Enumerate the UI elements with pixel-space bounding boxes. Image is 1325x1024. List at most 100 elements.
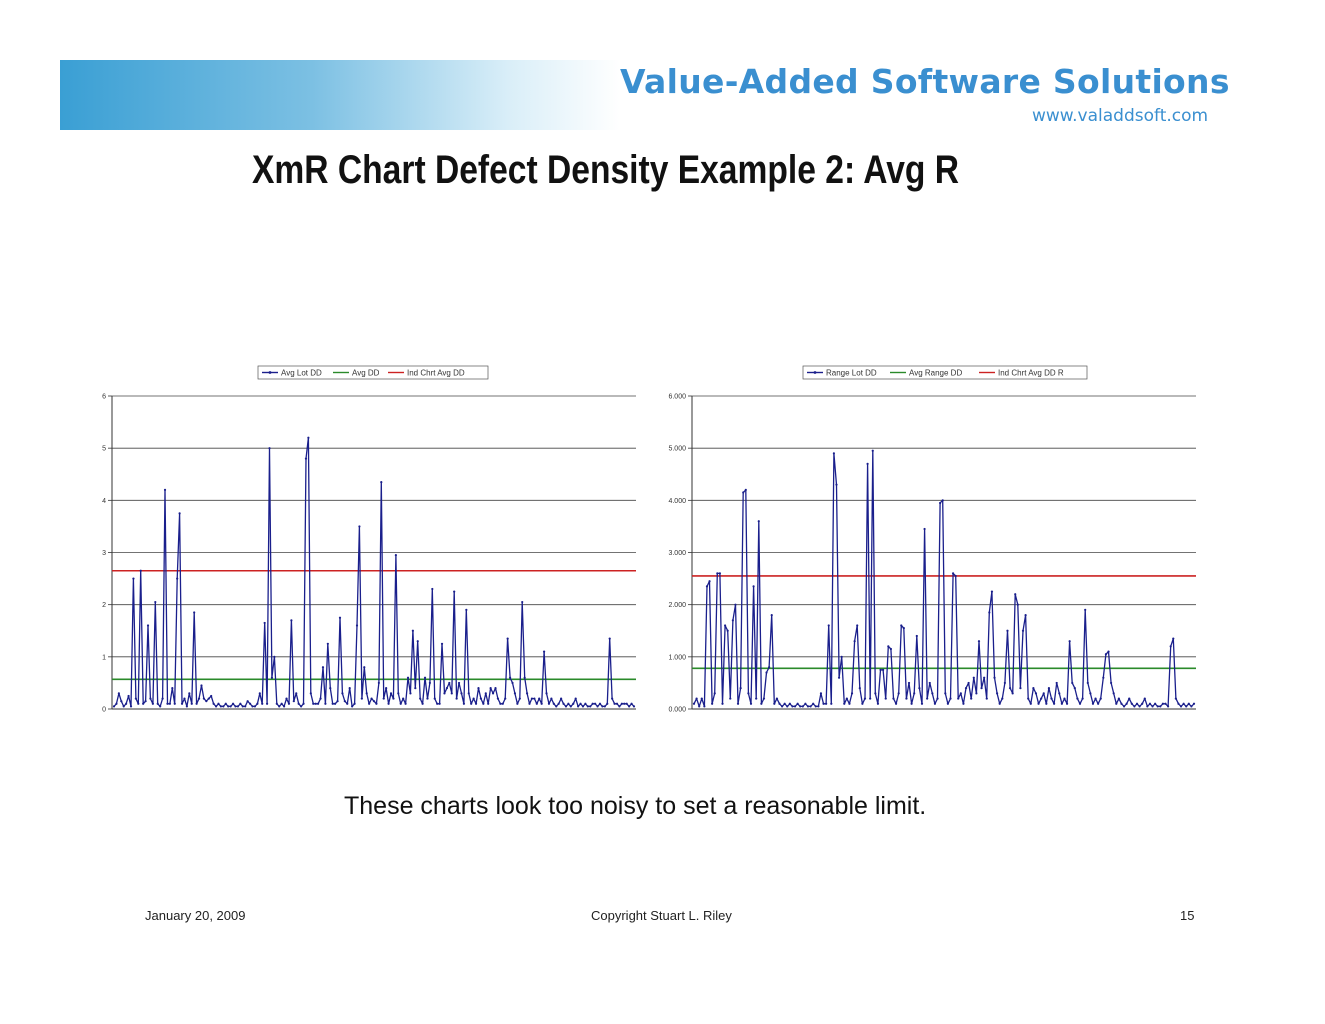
data-point xyxy=(572,702,575,705)
data-point xyxy=(1135,702,1139,705)
data-point xyxy=(975,692,978,695)
data-point xyxy=(1115,702,1118,705)
data-point xyxy=(1192,702,1196,705)
data-point xyxy=(1151,705,1154,708)
data-point xyxy=(341,692,344,695)
data-point xyxy=(516,702,519,705)
data-point xyxy=(438,702,441,705)
data-point xyxy=(755,697,758,700)
data-point xyxy=(1117,697,1120,700)
data-point xyxy=(239,702,242,705)
data-point xyxy=(217,702,220,705)
data-point xyxy=(861,702,864,705)
data-point xyxy=(584,702,587,705)
data-point xyxy=(499,702,502,705)
data-point xyxy=(591,702,594,705)
data-point xyxy=(718,572,722,575)
data-point xyxy=(770,614,773,617)
data-point xyxy=(594,702,597,705)
data-point xyxy=(850,692,854,695)
data-point xyxy=(892,697,895,700)
data-point xyxy=(314,702,317,705)
data-point xyxy=(312,702,315,705)
data-point xyxy=(336,700,339,703)
data-point xyxy=(897,692,900,695)
footer-copyright: Copyright Stuart L. Riley xyxy=(591,908,732,923)
data-point xyxy=(132,577,135,580)
data-point xyxy=(827,624,830,627)
data-point xyxy=(988,611,991,614)
data-point xyxy=(700,697,703,700)
data-point xyxy=(129,705,133,708)
y-tick-label: 5 xyxy=(102,446,106,453)
data-point xyxy=(1065,702,1069,705)
data-point xyxy=(814,705,817,708)
data-point xyxy=(236,705,240,708)
data-point xyxy=(848,702,851,705)
data-point xyxy=(894,702,898,705)
data-point xyxy=(1078,702,1082,705)
data-point xyxy=(905,697,908,700)
data-point xyxy=(900,624,903,627)
data-point xyxy=(433,697,436,700)
data-point xyxy=(523,676,526,679)
data-point xyxy=(273,655,276,658)
data-point xyxy=(832,452,835,455)
data-point xyxy=(1174,697,1177,700)
data-point xyxy=(962,702,965,705)
data-point xyxy=(122,705,125,708)
data-point xyxy=(125,702,128,705)
data-point xyxy=(788,702,791,705)
data-point xyxy=(632,705,636,708)
data-point xyxy=(261,702,264,705)
data-point xyxy=(363,666,366,669)
data-point xyxy=(112,705,116,708)
data-point xyxy=(419,697,422,700)
data-point xyxy=(268,447,271,450)
data-point xyxy=(504,697,507,700)
data-point xyxy=(964,687,968,690)
data-point xyxy=(1037,702,1040,705)
data-point xyxy=(705,585,709,588)
data-point xyxy=(372,700,376,703)
data-point xyxy=(983,676,986,679)
data-point xyxy=(171,687,174,690)
data-point xyxy=(923,527,926,531)
data-point xyxy=(1032,687,1035,690)
data-point xyxy=(871,449,874,452)
data-point xyxy=(747,692,750,695)
data-point xyxy=(287,702,291,705)
data-point xyxy=(1094,697,1097,700)
data-point xyxy=(996,692,999,695)
data-point xyxy=(739,687,742,690)
data-point xyxy=(1027,697,1030,700)
data-point xyxy=(1169,645,1172,648)
data-point xyxy=(351,705,354,708)
data-point xyxy=(348,687,351,690)
data-point xyxy=(882,668,885,671)
data-point xyxy=(1190,705,1193,708)
data-point xyxy=(564,705,568,708)
data-point xyxy=(397,692,400,695)
data-point xyxy=(248,702,252,705)
data-point xyxy=(382,697,385,700)
data-point xyxy=(1143,697,1146,700)
data-point xyxy=(501,702,504,705)
data-point xyxy=(866,462,869,465)
data-point xyxy=(589,705,592,708)
data-point xyxy=(581,705,585,708)
data-point xyxy=(331,702,334,705)
data-point xyxy=(431,587,434,591)
data-point xyxy=(780,705,784,708)
data-point xyxy=(436,702,439,705)
data-point xyxy=(1047,687,1051,690)
data-point xyxy=(394,554,397,557)
data-point xyxy=(370,697,373,700)
data-point xyxy=(993,676,996,679)
data-point xyxy=(598,702,602,705)
data-point xyxy=(949,697,952,700)
data-point xyxy=(151,702,154,705)
data-point xyxy=(489,687,492,690)
avg-lot-dd-chart: 0 1 2 3 4 5 6 Avg Lot DD Avg DD Ind Chrt Avg DD xyxy=(90,360,650,730)
data-point xyxy=(856,624,859,627)
